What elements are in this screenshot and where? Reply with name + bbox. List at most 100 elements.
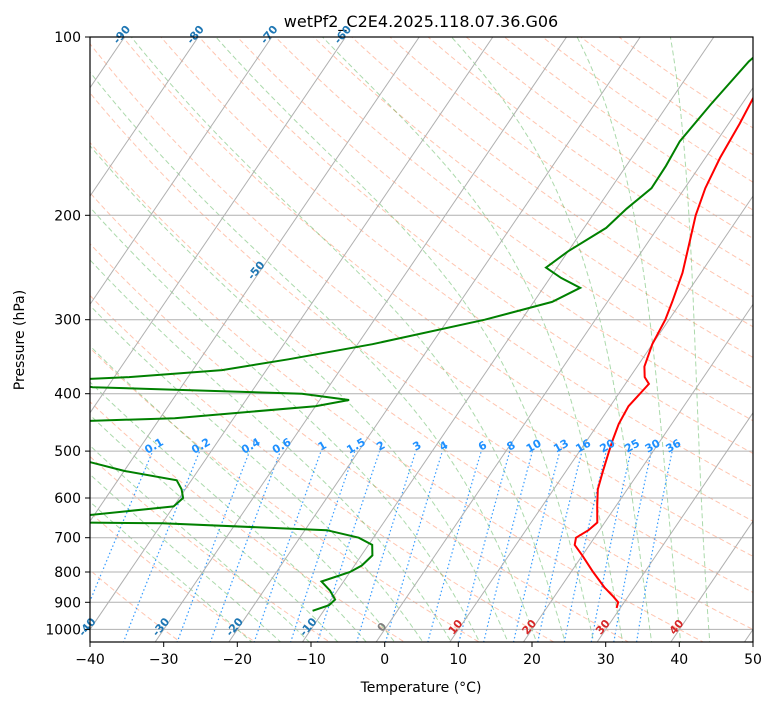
moist-adiabat-line: [90, 304, 424, 642]
x-axis-title: Temperature (°C): [360, 680, 482, 696]
isotherm-line: [375, 86, 753, 642]
y-axis-title: Pressure (hPa): [12, 290, 28, 390]
dry-adiabat-line: [198, 37, 753, 454]
isotherm-line: [90, 37, 199, 198]
isotherm-label: -30: [150, 615, 173, 639]
x-tick-label: −30: [149, 652, 179, 668]
dry-adiabat-line: [274, 37, 753, 390]
isotherm-line: [596, 411, 753, 642]
dry-adiabat-line: [427, 37, 753, 268]
y-tick-label: 100: [54, 30, 81, 46]
x-tick-label: 20: [523, 652, 541, 668]
moist-adiabat-line: [90, 444, 311, 642]
isotherm-label: 20: [519, 617, 539, 637]
isotherm-line: [90, 37, 273, 306]
dry-adiabat-line: [90, 401, 406, 642]
isotherm-label: -50: [245, 258, 268, 282]
isotherm-line: [670, 520, 753, 642]
moist-adiabat-line: [90, 345, 396, 642]
isotherm-line: [90, 37, 347, 414]
isotherm-label: -90: [110, 23, 133, 47]
mixing-ratio-label: 10: [524, 436, 544, 455]
mixing-ratio-line: [635, 450, 673, 642]
mixing-ratio-label: 36: [664, 436, 684, 455]
moist-adiabat-line: [90, 414, 339, 642]
y-tick-label: 800: [54, 565, 81, 581]
dry-adiabat-line: [90, 92, 753, 594]
isotherm-label: 10: [446, 617, 466, 637]
moist-adiabat-line: [90, 206, 481, 642]
y-tick-label: 300: [54, 313, 81, 329]
moist-adiabat-line: [90, 381, 367, 642]
mixing-ratio-label: 20: [598, 436, 618, 455]
mixing-ratio-label: 13: [551, 437, 571, 456]
mixing-ratio-label: 1.5: [344, 436, 367, 457]
isotherm-line: [522, 303, 753, 642]
x-tick-label: 10: [449, 652, 467, 668]
moist-adiabat-line: [669, 37, 711, 642]
y-tick-label: 600: [54, 491, 81, 507]
mixing-ratio-line: [356, 450, 417, 642]
moist-adiabat-line: [450, 37, 653, 642]
x-tick-label: 40: [670, 652, 688, 668]
mixing-ratio-line: [290, 450, 356, 642]
dry-adiabat-line: [122, 37, 753, 522]
dry-adiabat-line: [236, 37, 753, 422]
y-tick-label: 1000: [45, 622, 81, 638]
isotherm-line: [90, 37, 494, 631]
y-tick-label: 400: [54, 387, 81, 403]
mixing-ratio-label: 0.4: [239, 435, 263, 456]
dry-adiabat-line: [465, 37, 753, 239]
isotherm-line: [228, 37, 641, 642]
y-tick-label: 500: [54, 444, 81, 460]
dewpoint-profile-line: [90, 56, 753, 612]
moist-adiabat-line: [215, 37, 595, 642]
x-tick-label: −10: [296, 652, 326, 668]
moist-adiabat-line: [321, 37, 624, 642]
mixing-ratio-label: 0.6: [270, 435, 294, 456]
moist-adiabat-line: [90, 71, 537, 642]
x-tick-label: 30: [597, 652, 615, 668]
isotherm-label: -20: [223, 615, 246, 639]
mixing-ratio-label: 30: [643, 436, 663, 455]
x-tick-label: −20: [223, 652, 253, 668]
moist-adiabat-line: [90, 473, 282, 642]
isotherm-line: [0, 24, 60, 654]
isotherm-line: [301, 37, 715, 642]
moist-adiabat-line: [90, 501, 253, 642]
moist-adiabat-line: [90, 259, 452, 642]
dry-adiabat-line: [90, 243, 630, 642]
isotherm-line: [90, 37, 420, 523]
dry-adiabat-line: [503, 37, 753, 211]
moist-adiabat-line: [576, 37, 682, 642]
y-tick-label: 700: [54, 531, 81, 547]
chart-title: wetPf2_C2E4.2025.118.07.36.G06: [284, 12, 558, 32]
x-tick-label: −40: [75, 652, 105, 668]
isotherm-line: [154, 37, 568, 642]
isotherm-label: -10: [297, 615, 320, 639]
temperature-profile-line: [573, 96, 753, 609]
dry-adiabat-line: [90, 347, 481, 642]
isotherm-label: 40: [667, 617, 687, 637]
dry-adiabat-line: [90, 192, 705, 642]
dry-adiabat-line: [90, 455, 331, 642]
dry-adiabat-line: [579, 37, 753, 156]
dry-adiabat-line: [90, 141, 753, 631]
moist-adiabat-line: [130, 37, 566, 642]
mixing-ratio-label: 16: [573, 436, 593, 455]
x-tick-label: 50: [744, 652, 762, 668]
dry-adiabat-line: [90, 512, 256, 642]
isotherm-label: -70: [258, 23, 281, 47]
dry-adiabat-line: [351, 37, 753, 328]
dry-adiabat-line: [90, 294, 555, 642]
dry-adiabat-line: [312, 37, 753, 358]
isotherm-line: [449, 195, 753, 642]
moist-adiabat-line: [90, 145, 509, 642]
isotherm-label: 30: [593, 617, 613, 637]
dry-adiabat-line: [90, 569, 182, 642]
dry-adiabat-line: [618, 37, 753, 129]
plot-frame: [89, 36, 754, 643]
mixing-ratio-line: [384, 450, 443, 642]
isotherm-label: 0: [375, 620, 390, 634]
